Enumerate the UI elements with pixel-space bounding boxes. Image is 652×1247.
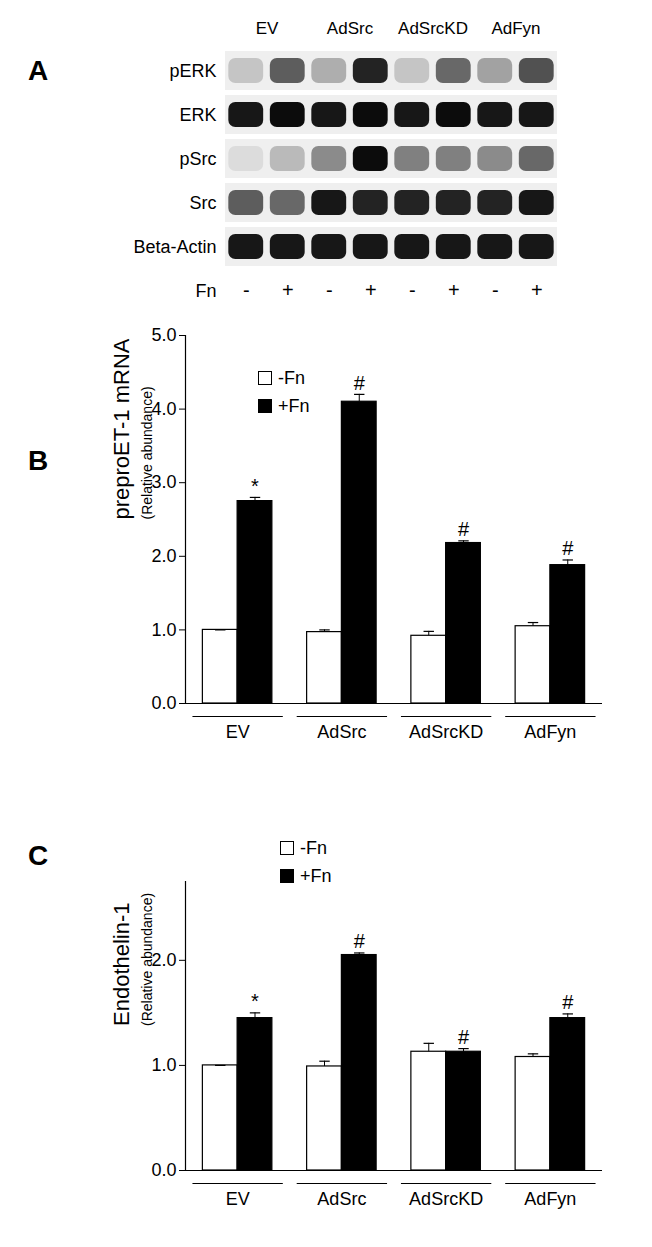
- svg-text:Fn: Fn: [195, 281, 216, 301]
- svg-text:#: #: [354, 930, 366, 952]
- svg-text:(Relative abundance): (Relative abundance): [139, 893, 155, 1026]
- svg-text:EV: EV: [226, 722, 250, 742]
- svg-text:pSrc: pSrc: [179, 149, 216, 169]
- svg-text:2.0: 2.0: [151, 950, 176, 970]
- svg-text:AdFyn: AdFyn: [524, 1189, 576, 1209]
- svg-text:-: -: [326, 279, 333, 301]
- svg-text:#: #: [354, 372, 366, 394]
- svg-text:AdFyn: AdFyn: [524, 722, 576, 742]
- svg-text:Beta-Actin: Beta-Actin: [133, 237, 216, 257]
- svg-text:AdSrc: AdSrc: [317, 722, 366, 742]
- svg-text:*: *: [251, 475, 259, 497]
- svg-text:+: +: [531, 279, 543, 301]
- svg-text:2.0: 2.0: [151, 546, 176, 566]
- svg-text:+: +: [448, 279, 460, 301]
- svg-text:4.0: 4.0: [151, 399, 176, 419]
- svg-text:#: #: [458, 518, 470, 540]
- svg-text:AdSrc: AdSrc: [317, 1189, 366, 1209]
- svg-text:Src: Src: [190, 193, 217, 213]
- svg-text:ERK: ERK: [179, 105, 216, 125]
- svg-text:+: +: [365, 279, 377, 301]
- html-text:+Fn: +Fn: [278, 395, 310, 416]
- html-text:-Fn: -Fn: [300, 837, 327, 858]
- html-text:C: C: [28, 840, 49, 871]
- svg-text:1.0: 1.0: [151, 620, 176, 640]
- svg-text:AdSrcKD: AdSrcKD: [398, 19, 468, 38]
- svg-text:5.0: 5.0: [151, 325, 176, 345]
- svg-text:#: #: [562, 537, 574, 559]
- svg-text:+: +: [282, 279, 294, 301]
- svg-text:AdFyn: AdFyn: [491, 19, 540, 38]
- svg-text:0.0: 0.0: [151, 1160, 176, 1180]
- html-text:A: A: [28, 55, 49, 86]
- svg-text:AdSrc: AdSrc: [327, 19, 374, 38]
- svg-text:-: -: [409, 279, 416, 301]
- svg-text:*: *: [251, 990, 259, 1012]
- svg-text:-: -: [492, 279, 499, 301]
- html-text:B: B: [28, 445, 49, 476]
- svg-text:#: #: [458, 1026, 470, 1048]
- html-text:-Fn: -Fn: [278, 367, 305, 388]
- svg-text:-: -: [243, 279, 250, 301]
- svg-text:1.0: 1.0: [151, 1055, 176, 1075]
- svg-text:EV: EV: [226, 1189, 250, 1209]
- svg-text:preproET-1 mRNA: preproET-1 mRNA: [109, 338, 134, 519]
- svg-text:3.0: 3.0: [151, 472, 176, 492]
- svg-text:EV: EV: [256, 19, 279, 38]
- svg-text:Endothelin-1: Endothelin-1: [109, 902, 134, 1026]
- svg-text:#: #: [562, 991, 574, 1013]
- svg-text:0.0: 0.0: [151, 693, 176, 713]
- html-text:+Fn: +Fn: [300, 865, 332, 886]
- svg-text:(Relative abundance): (Relative abundance): [139, 386, 155, 519]
- svg-text:AdSrcKD: AdSrcKD: [409, 722, 483, 742]
- svg-text:pERK: pERK: [169, 61, 216, 81]
- svg-text:AdSrcKD: AdSrcKD: [409, 1189, 483, 1209]
